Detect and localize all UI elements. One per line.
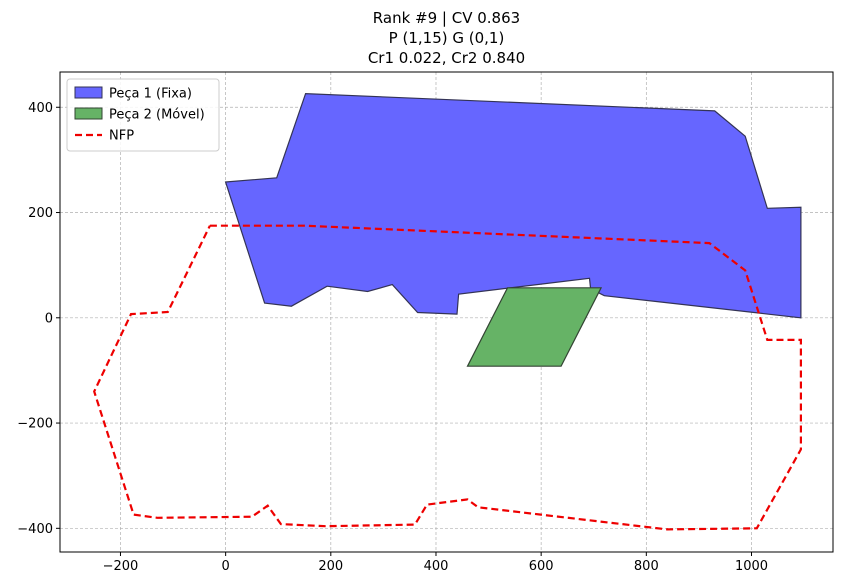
legend: Peça 1 (Fixa) Peça 2 (Móvel) NFP [66,78,220,152]
chart-title-line-1: P (1,15) G (0,1) [389,29,505,47]
y-tick-label-1: −200 [17,417,53,432]
y-tick-label-2: 0 [45,311,53,326]
series-layer [93,92,803,531]
x-tick-label-2: 200 [318,559,343,574]
tick-layer: −200 0 200 400 600 800 1000 −400 −200 0 200 400 [17,101,768,574]
x-tick-label-3: 400 [424,559,449,574]
legend-swatch-0 [74,86,103,99]
legend-swatch-1 [74,107,103,120]
x-tick-label-0: −200 [103,559,139,574]
legend-label-2: NFP [109,129,134,144]
chart-title: Rank #9 | CV 0.863 P (1,15) G (0,1) Cr1 0.… [368,9,525,67]
x-tick-label-6: 1000 [735,559,768,574]
series-nfp-line [93,224,803,531]
chart-title-line-0: Rank #9 | CV 0.863 [373,9,520,27]
plot-frame [59,71,834,553]
y-tick-label-4: 400 [28,101,53,116]
x-tick-label-4: 600 [529,559,554,574]
x-tick-label-5: 800 [634,559,659,574]
series-polygon-0 [224,92,802,319]
legend-label-1: Peça 2 (Móvel) [109,108,205,123]
chart-title-line-2: Cr1 0.022, Cr2 0.840 [368,49,525,67]
y-tick-label-3: 200 [28,206,53,221]
y-tick-label-0: −400 [17,522,53,537]
legend-label-0: Peça 1 (Fixa) [109,87,192,102]
x-tick-label-1: 0 [222,559,230,574]
legend-box [66,78,220,152]
series-polygon-1 [466,287,603,367]
